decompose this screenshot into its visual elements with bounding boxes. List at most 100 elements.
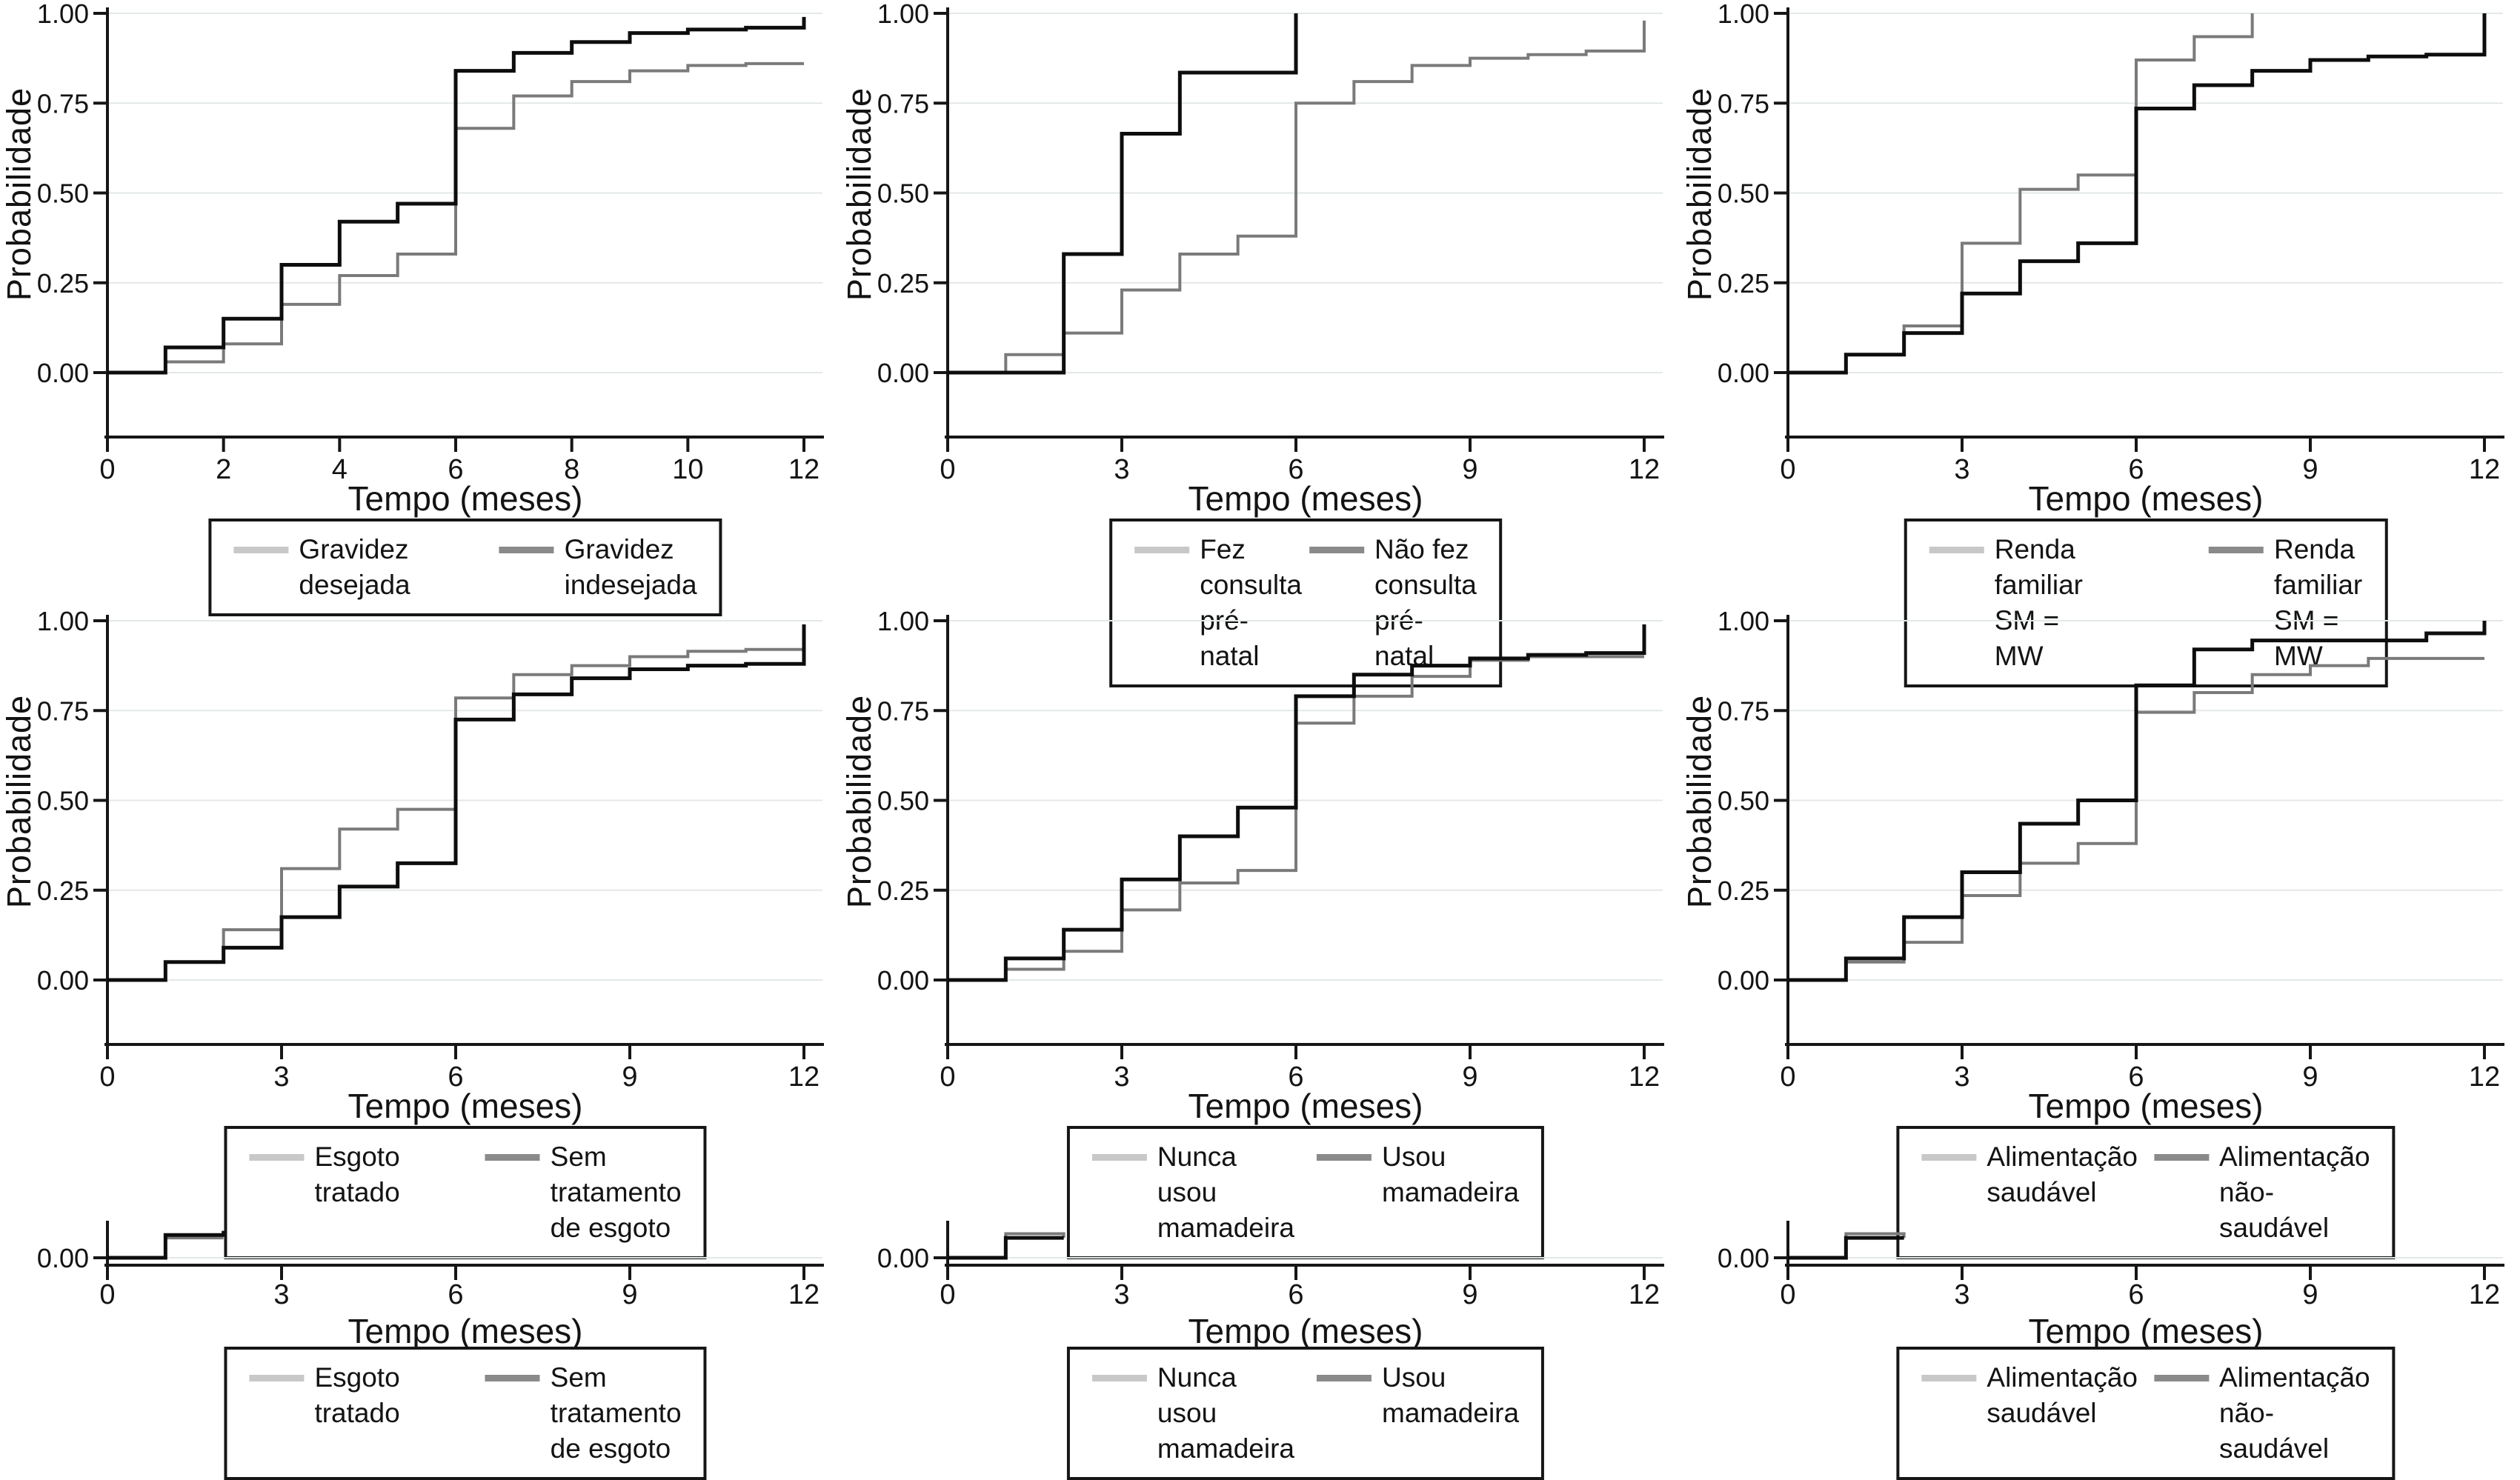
x-tick-label: 3 (1114, 454, 1129, 485)
plot-area-consulta: 0.00 0.25 0.50 0.75 1.00 0 3 6 9 12 (877, 0, 1664, 485)
legend-entry: Esgoto tratado (249, 1360, 400, 1431)
legend-swatch-light (1091, 1154, 1147, 1161)
x-tick-label: 2 (216, 454, 231, 485)
x-axis-title: Tempo (meses) (348, 1312, 583, 1350)
x-tick-label: 3 (273, 1279, 289, 1308)
strip-panel-esgoto: 0.00 0 3 6 9 12 Tempo (meses) Esgoto tratado S… (0, 1221, 840, 1480)
legend-swatch-dark (1309, 547, 1364, 553)
y-tick-label: 1.00 (877, 0, 929, 29)
legend-entry: Alimentação não-saudável (2154, 1360, 2370, 1467)
y-tick-label: 0.25 (877, 268, 929, 299)
legend-entry: Alimentação saudável (1921, 1360, 2138, 1431)
curve-dark (1788, 13, 2487, 375)
legend-swatch-dark (2154, 1375, 2209, 1381)
x-tick-label: 0 (99, 1061, 115, 1093)
strip-panel-alimentacao: 0.00 0 3 6 9 12 Tempo (meses) Alimentação sau… (1680, 1221, 2520, 1480)
y-tick-label: 0.50 (37, 179, 89, 209)
legend-label: Sem tratamento de esgoto (550, 1141, 682, 1243)
legend-label: Usou mamadeira (1382, 1141, 1520, 1207)
y-axis-title: Probabilidade (0, 694, 38, 909)
x-tick-label: 0 (940, 1279, 955, 1308)
y-tick-label: 0.00 (877, 1243, 929, 1273)
legend-swatch-dark (485, 1154, 540, 1161)
plot-area-strip-esgoto: 0.00 0 3 6 9 12 (37, 1221, 824, 1308)
plot-area-mamadeira: 0.00 0.25 0.50 0.75 1.00 0 3 6 9 12 (877, 607, 1664, 1093)
x-tick-label: 9 (1462, 454, 1477, 485)
x-tick-label: 9 (2302, 1279, 2318, 1308)
x-axis-title: Tempo (meses) (348, 1087, 583, 1125)
x-tick-label: 12 (1629, 1061, 1660, 1093)
x-tick-label: 12 (2469, 1279, 2500, 1308)
legend-box: Alimentação saudável Alimentação não-saud… (1896, 1126, 2396, 1259)
x-tick-label: 3 (1114, 1279, 1129, 1308)
x-tick-label: 6 (1288, 454, 1303, 485)
legend-swatch-light (249, 1154, 305, 1161)
x-tick-label: 12 (1629, 454, 1660, 485)
x-tick-label: 10 (672, 454, 703, 485)
x-tick-label: 12 (788, 1061, 820, 1093)
curve-dark (1788, 621, 2487, 982)
legend-entry: Gravidez indesejada (499, 532, 697, 603)
y-tick-label: 1.00 (1718, 0, 1769, 29)
curve-dark (948, 1236, 1064, 1260)
y-tick-label: 0.25 (37, 876, 89, 906)
y-tick-label: 0.00 (1718, 358, 1769, 388)
y-tick-label: 0.00 (877, 358, 929, 388)
panel-gravidez: 0.00 0.25 0.50 0.75 1.00 0 2 4 6 8 10 12 Probabilid… (0, 0, 840, 616)
x-axis-title: Tempo (meses) (1188, 1312, 1423, 1350)
y-axis-title: Probabilidade (840, 87, 878, 301)
legend-box: Renda familiar SM = MW Renda familiar SM … (1904, 519, 2388, 687)
panel-consulta-pre-natal: 0.00 0.25 0.50 0.75 1.00 0 3 6 9 12 Probabilidade… (840, 0, 1680, 687)
x-tick-label: 4 (332, 454, 348, 485)
y-tick-label: 0.75 (1718, 88, 1769, 119)
x-axis-title: Tempo (meses) (2028, 479, 2264, 518)
x-tick-label: 0 (940, 1061, 955, 1093)
legend-entry: Nunca usou mamadeira (1091, 1360, 1294, 1467)
legend-label: Gravidez indesejada (564, 534, 697, 600)
curve-dark (107, 624, 806, 982)
legend-entry: Gravidez desejada (233, 532, 410, 603)
legend-label: Usou mamadeira (1382, 1362, 1520, 1428)
x-tick-label: 0 (940, 454, 955, 485)
x-tick-label: 6 (448, 1279, 463, 1308)
legend-label: Renda familiar SM = MW (2274, 534, 2363, 671)
legend-label: Alimentação saudável (1987, 1141, 2138, 1207)
x-tick-label: 12 (2469, 454, 2500, 485)
legend-swatch-light (1929, 547, 1984, 553)
x-tick-label: 12 (788, 454, 820, 485)
curve-dark (1788, 1236, 1904, 1260)
x-tick-label: 3 (1114, 1061, 1129, 1093)
legend-swatch-dark (485, 1375, 540, 1381)
legend-label: Alimentação não-saudável (2219, 1362, 2370, 1464)
y-tick-label: 1.00 (37, 607, 89, 636)
x-tick-label: 12 (788, 1279, 820, 1308)
y-axis-title: Probabilidade (0, 87, 38, 301)
legend-label: Alimentação saudável (1987, 1362, 2138, 1428)
y-axis-title: Probabilidade (1680, 694, 1718, 909)
legend-swatch-light (1134, 547, 1190, 553)
legend-swatch-dark (1317, 1154, 1372, 1161)
y-axis-title: Probabilidade (840, 694, 878, 909)
x-tick-label: 0 (1780, 454, 1795, 485)
y-tick-label: 0.00 (37, 1243, 89, 1273)
legend-label: Esgoto tratado (314, 1362, 400, 1428)
x-tick-label: 6 (2128, 454, 2144, 485)
y-tick-label: 0.75 (877, 88, 929, 119)
plot-area-esgoto: 0.00 0.25 0.50 0.75 1.00 0 3 6 9 12 (37, 607, 824, 1093)
panel-mamadeira: 0.00 0.25 0.50 0.75 1.00 0 3 6 9 12 Probabilidade… (840, 607, 1680, 1259)
y-tick-label: 0.75 (1718, 696, 1769, 726)
curve-dark (107, 16, 806, 375)
curve-dark (948, 13, 1298, 375)
panel-renda-familiar: 0.00 0.25 0.50 0.75 1.00 0 3 6 9 12 Probabilidade… (1680, 0, 2520, 687)
x-tick-label: 12 (2469, 1061, 2500, 1093)
curve-dark (948, 624, 1646, 982)
legend-label: Esgoto tratado (314, 1141, 400, 1207)
y-tick-label: 0.75 (37, 696, 89, 726)
legend-entry: Alimentação não-saudável (2154, 1139, 2370, 1246)
x-tick-label: 6 (1288, 1279, 1303, 1308)
y-tick-label: 0.25 (1718, 876, 1769, 906)
legend-box: Gravidez desejada Gravidez indesejada (208, 519, 722, 616)
x-tick-label: 9 (622, 1061, 637, 1093)
plot-area-strip-mamadeira: 0.00 0 3 6 9 12 (877, 1221, 1664, 1308)
